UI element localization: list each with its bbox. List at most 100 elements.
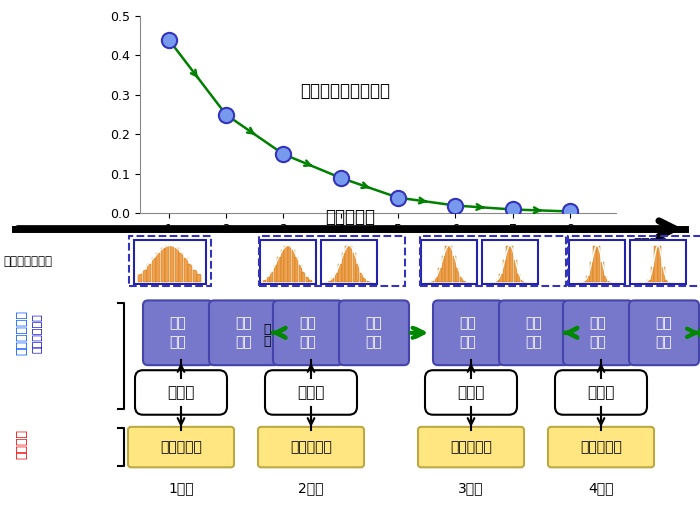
- Bar: [662, 267, 664, 282]
- Text: 事前: 事前: [169, 317, 186, 330]
- FancyBboxPatch shape: [258, 427, 364, 467]
- Text: 2回目: 2回目: [298, 482, 323, 495]
- Bar: [129, 236, 211, 286]
- Text: 散乱データ: 散乱データ: [580, 440, 622, 454]
- Text: ベイズ: ベイズ: [457, 385, 484, 400]
- Text: 補正係数のばらつき: 補正係数のばらつき: [300, 82, 391, 100]
- FancyBboxPatch shape: [499, 300, 569, 365]
- Bar: [568, 236, 700, 286]
- Text: ベイズ: ベイズ: [298, 385, 325, 400]
- FancyBboxPatch shape: [135, 370, 227, 415]
- Text: 分布: 分布: [365, 335, 382, 349]
- FancyBboxPatch shape: [548, 427, 654, 467]
- Bar: [152, 258, 156, 282]
- Bar: [463, 281, 466, 282]
- Bar: [274, 265, 277, 282]
- Bar: [651, 267, 654, 282]
- Text: 分布: 分布: [656, 335, 673, 349]
- Bar: [288, 246, 291, 282]
- Text: 分布: 分布: [236, 335, 253, 349]
- Text: 見えない状態: 見えない状態: [15, 310, 29, 355]
- Text: 事後: 事後: [656, 317, 673, 330]
- Bar: [284, 246, 288, 282]
- Bar: [309, 280, 312, 282]
- Bar: [421, 240, 477, 284]
- Bar: [165, 246, 169, 282]
- Bar: [445, 246, 449, 282]
- Bar: [521, 280, 524, 282]
- Bar: [183, 258, 188, 282]
- Text: 4回目: 4回目: [588, 482, 614, 495]
- Text: 事前: 事前: [460, 317, 477, 330]
- Bar: [338, 264, 342, 282]
- Bar: [590, 262, 593, 282]
- Text: ベイズ: ベイズ: [587, 385, 615, 400]
- Bar: [328, 281, 331, 282]
- Bar: [452, 256, 456, 282]
- Bar: [499, 274, 503, 282]
- Bar: [507, 246, 510, 282]
- Bar: [601, 262, 603, 282]
- Bar: [291, 250, 295, 282]
- Bar: [449, 246, 452, 282]
- Bar: [517, 274, 520, 282]
- Bar: [353, 253, 356, 282]
- FancyBboxPatch shape: [128, 427, 234, 467]
- Bar: [267, 277, 270, 282]
- Text: 更: 更: [263, 323, 271, 336]
- Bar: [170, 246, 174, 282]
- Text: （真の感度）: （真の感度）: [33, 313, 43, 353]
- Bar: [306, 277, 309, 282]
- Bar: [179, 252, 183, 282]
- Bar: [460, 277, 463, 282]
- Bar: [156, 252, 160, 282]
- Bar: [197, 274, 201, 282]
- Bar: [188, 265, 192, 282]
- Bar: [342, 253, 345, 282]
- FancyBboxPatch shape: [209, 300, 279, 365]
- Bar: [161, 248, 165, 282]
- Text: 事後: 事後: [526, 317, 543, 330]
- Bar: [331, 278, 335, 282]
- Bar: [514, 260, 517, 282]
- Bar: [503, 260, 506, 282]
- Bar: [270, 272, 274, 282]
- Bar: [335, 273, 338, 282]
- Bar: [295, 257, 298, 282]
- Text: 事前: 事前: [300, 317, 316, 330]
- Bar: [654, 246, 657, 282]
- Bar: [139, 274, 142, 282]
- Text: 事後: 事後: [236, 317, 253, 330]
- Bar: [134, 240, 206, 284]
- Bar: [608, 281, 610, 282]
- Text: 更新回数: 更新回数: [634, 237, 666, 251]
- Text: 分布: 分布: [300, 335, 316, 349]
- Text: 分布: 分布: [169, 335, 186, 349]
- FancyBboxPatch shape: [629, 300, 699, 365]
- FancyBboxPatch shape: [143, 300, 213, 365]
- FancyBboxPatch shape: [339, 300, 409, 365]
- FancyBboxPatch shape: [555, 370, 647, 415]
- Bar: [648, 280, 650, 282]
- Text: 散乱データ: 散乱データ: [160, 440, 202, 454]
- Text: 真の感度へ: 真の感度へ: [325, 209, 375, 227]
- Text: 3回目: 3回目: [458, 482, 484, 495]
- Bar: [263, 280, 267, 282]
- Bar: [143, 270, 147, 282]
- Text: 散乱データ: 散乱データ: [290, 440, 332, 454]
- FancyBboxPatch shape: [418, 427, 524, 467]
- Text: 事前: 事前: [589, 317, 606, 330]
- Text: 分布: 分布: [460, 335, 477, 349]
- Bar: [431, 281, 435, 282]
- Bar: [435, 277, 438, 282]
- Bar: [277, 257, 281, 282]
- Bar: [367, 281, 370, 282]
- Bar: [594, 246, 596, 282]
- Bar: [665, 280, 668, 282]
- Bar: [630, 240, 686, 284]
- Bar: [321, 240, 377, 284]
- Bar: [510, 246, 513, 282]
- Bar: [658, 246, 661, 282]
- Bar: [260, 240, 316, 284]
- Bar: [583, 281, 586, 282]
